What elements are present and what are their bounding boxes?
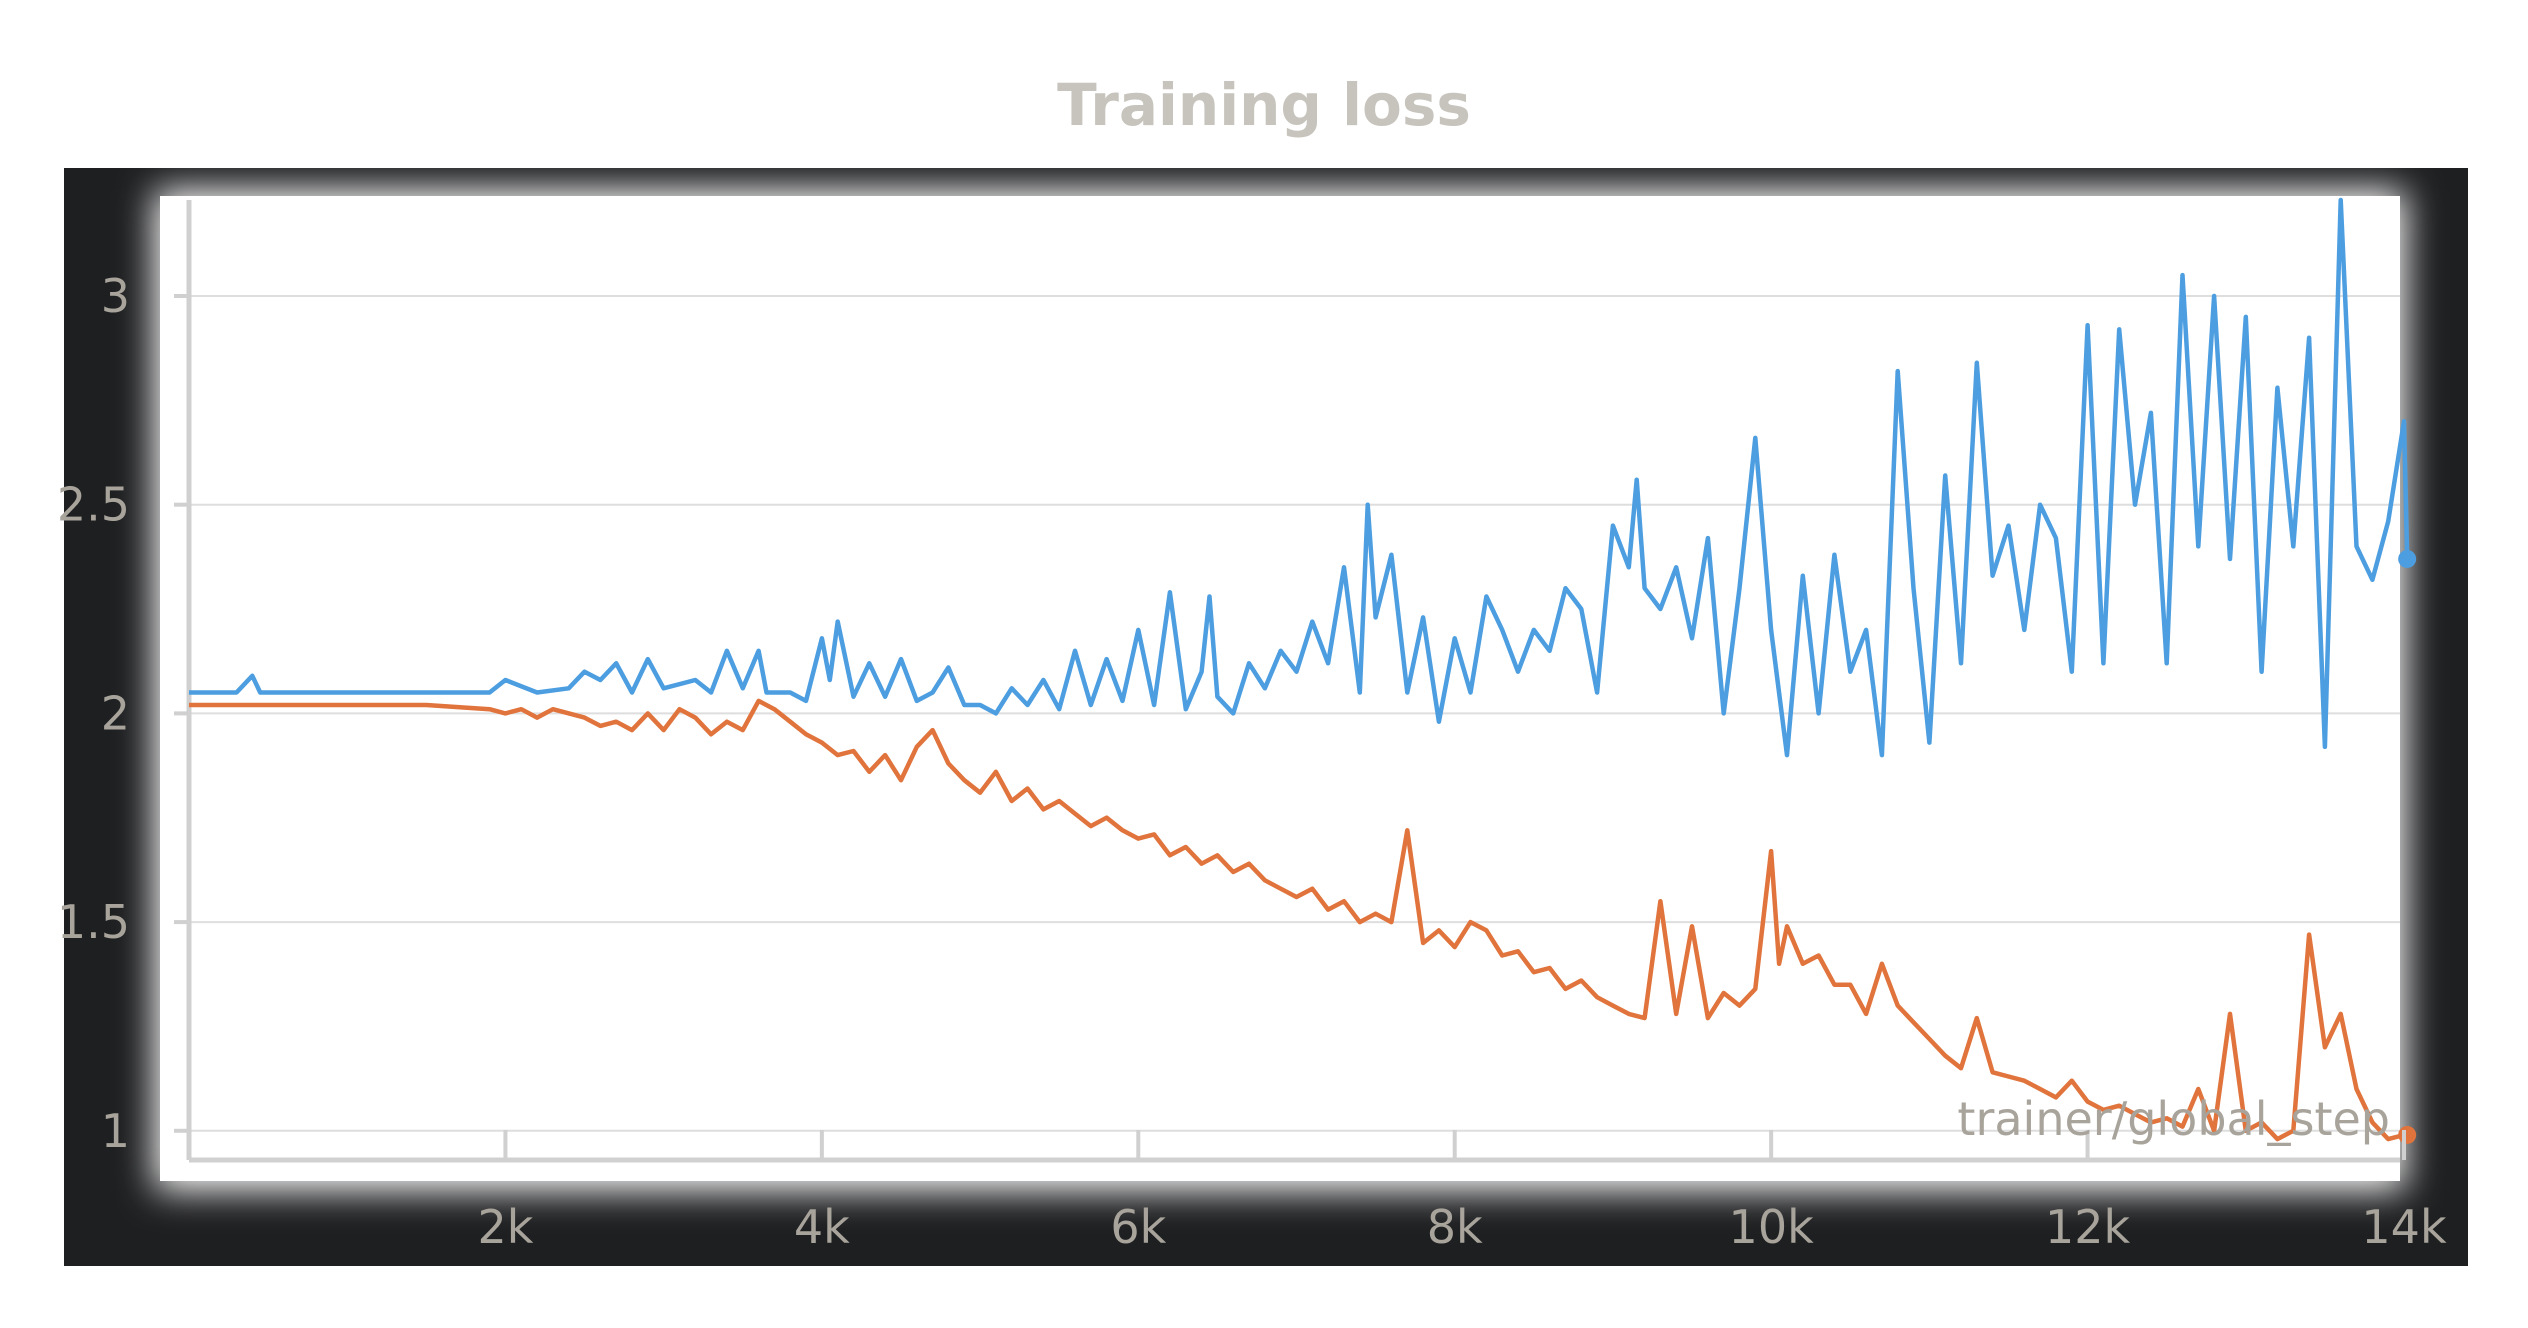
x-ticks: 2k 4k 6k 8k 10k 12k 14k bbox=[477, 1130, 2447, 1254]
x-tick-label: 8k bbox=[1427, 1200, 1483, 1254]
x-tick-label: 2k bbox=[477, 1200, 533, 1254]
y-tick-label: 1 bbox=[101, 1104, 130, 1158]
chart-title: Training loss bbox=[1057, 71, 1471, 139]
series-line bbox=[189, 197, 2410, 758]
series-line bbox=[189, 698, 2408, 1142]
x-tick-label: 10k bbox=[1729, 1200, 1815, 1254]
x-tick-label: 14k bbox=[2361, 1200, 2447, 1254]
y-tick-label: 3 bbox=[101, 269, 130, 323]
x-tick-label: 12k bbox=[2045, 1200, 2131, 1254]
y-tick-label: 1.5 bbox=[57, 895, 130, 949]
x-axis-label: trainer/global_step bbox=[1957, 1092, 2390, 1146]
axes bbox=[186, 200, 2400, 1163]
x-tick-label: 4k bbox=[794, 1200, 850, 1254]
series-end-point bbox=[2398, 1125, 2417, 1144]
y-tick-label: 2 bbox=[101, 686, 130, 740]
grid bbox=[189, 295, 2400, 1132]
series-end-point bbox=[2398, 549, 2417, 568]
y-tick-label: 2.5 bbox=[57, 478, 130, 532]
y-ticks: 1 1.5 2 2.5 3 bbox=[57, 269, 189, 1158]
plot-area bbox=[160, 196, 2400, 1181]
x-tick-label: 6k bbox=[1110, 1200, 1166, 1254]
